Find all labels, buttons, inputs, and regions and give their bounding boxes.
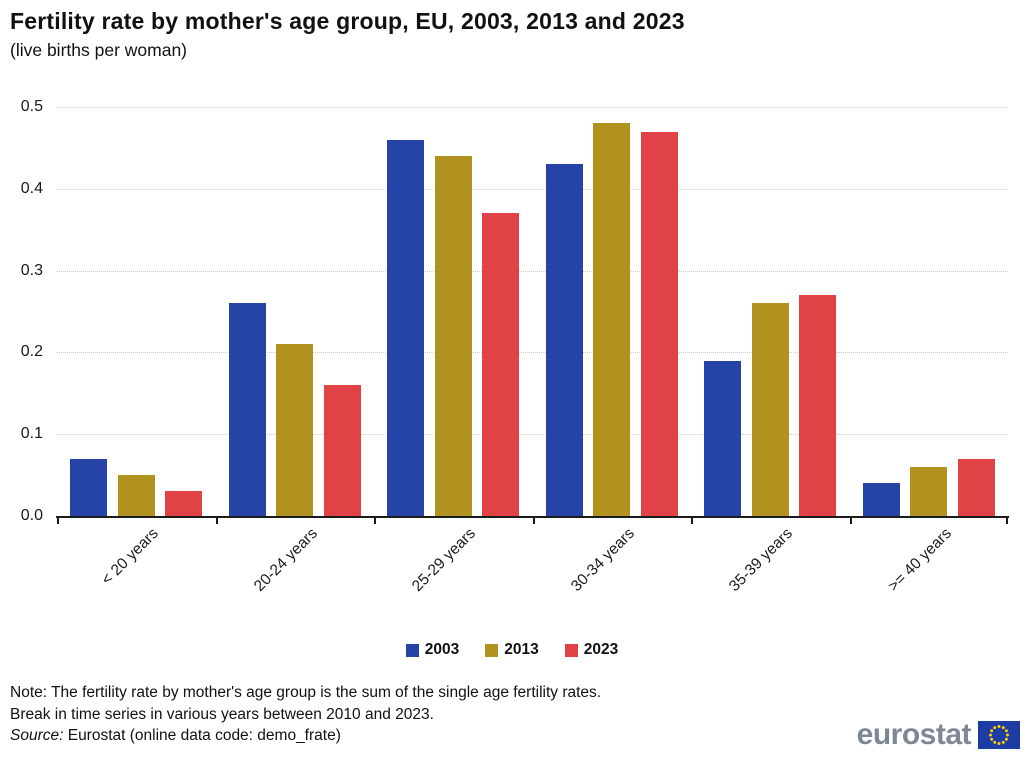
bar-2013-30-34-years bbox=[593, 123, 631, 516]
eurostat-logo-text: eurostat bbox=[856, 718, 972, 751]
bar-2013-20-24-years bbox=[276, 344, 314, 516]
legend-item-2003: 2003 bbox=[405, 641, 460, 659]
gridline-0.4 bbox=[57, 188, 1008, 190]
x-axis-tick bbox=[57, 517, 59, 524]
chart-title: Fertility rate by mother's age group, EU… bbox=[10, 8, 685, 34]
y-tick-label-0.1: 0.1 bbox=[20, 425, 43, 443]
bar-2023-20-years bbox=[165, 491, 203, 516]
bar-2013-25-29-years bbox=[434, 156, 472, 516]
bar-2013-40-years bbox=[910, 466, 948, 516]
y-tick-label-0.3: 0.3 bbox=[20, 261, 43, 279]
note-line-1: Note: The fertility rate by mother's age… bbox=[10, 684, 602, 701]
y-tick-label-0.5: 0.5 bbox=[20, 98, 43, 115]
bar-2003-20-24-years bbox=[228, 303, 266, 516]
x-category-label: 20-24 years bbox=[250, 525, 321, 595]
bar-2003-40-years bbox=[862, 483, 900, 516]
gridline-0.3 bbox=[57, 270, 1008, 272]
x-axis-tick bbox=[1006, 517, 1008, 524]
x-category-label: >= 40 years bbox=[884, 525, 955, 595]
bar-2013-35-39-years bbox=[751, 303, 789, 516]
gridline-0.2 bbox=[57, 352, 1008, 354]
bar-2023-25-29-years bbox=[482, 213, 520, 516]
x-category-label: 30-34 years bbox=[567, 525, 638, 595]
x-category-label: < 20 years bbox=[98, 525, 163, 589]
source-label: Source: bbox=[10, 727, 64, 744]
legend-swatch-2023 bbox=[564, 643, 578, 657]
bar-2023-35-39-years bbox=[799, 295, 837, 516]
x-category-label: 25-29 years bbox=[409, 525, 480, 595]
eurostat-logo: eurostat bbox=[857, 720, 1020, 750]
chart-notes: Note: The fertility rate by mother's age… bbox=[10, 682, 601, 726]
x-axis-tick bbox=[532, 517, 535, 524]
gridline-0.1 bbox=[57, 434, 1008, 436]
bar-2003-30-34-years bbox=[545, 164, 583, 516]
bar-2003-25-29-years bbox=[387, 139, 425, 516]
chart-legend: 2003 2013 2023 bbox=[0, 641, 1024, 659]
bar-2013-20-years bbox=[117, 475, 155, 516]
source-line: Source: Eurostat (online data code: demo… bbox=[10, 727, 341, 745]
y-tick-label-0.4: 0.4 bbox=[20, 179, 43, 197]
legend-label-2023: 2023 bbox=[583, 641, 619, 658]
x-axis-tick bbox=[849, 517, 852, 524]
legend-item-2023: 2023 bbox=[564, 641, 619, 659]
y-tick-label-0.2: 0.2 bbox=[20, 343, 43, 361]
x-axis-tick bbox=[215, 517, 218, 524]
source-text: Eurostat (online data code: demo_frate) bbox=[63, 727, 341, 744]
bar-2023-30-34-years bbox=[640, 131, 678, 516]
legend-item-2013: 2013 bbox=[485, 641, 539, 659]
bar-2023-40-years bbox=[957, 458, 995, 516]
x-category-label: 35-39 years bbox=[726, 525, 797, 595]
bar-2003-20-years bbox=[70, 458, 108, 516]
x-axis-tick bbox=[374, 517, 376, 524]
legend-label-2013: 2013 bbox=[504, 641, 539, 658]
y-tick-label-0.0: 0.0 bbox=[20, 507, 43, 524]
legend-label-2003: 2003 bbox=[424, 641, 460, 658]
gridline-0.5 bbox=[57, 107, 1008, 108]
x-axis-tick bbox=[691, 517, 693, 524]
bar-chart-plot-area: 0.0 0.1 0.2 0.3 0.4 0.5 < 20 years 20-24 years 2… bbox=[21, 99, 1009, 595]
legend-swatch-2003 bbox=[405, 643, 419, 657]
chart-subtitle: (live births per woman) bbox=[10, 40, 187, 60]
bar-2023-20-24-years bbox=[323, 385, 361, 516]
note-line-2: Break in time series in various years be… bbox=[10, 706, 434, 723]
legend-swatch-2013 bbox=[485, 643, 499, 657]
eu-flag-icon bbox=[978, 721, 1020, 749]
bar-2003-35-39-years bbox=[704, 360, 742, 516]
